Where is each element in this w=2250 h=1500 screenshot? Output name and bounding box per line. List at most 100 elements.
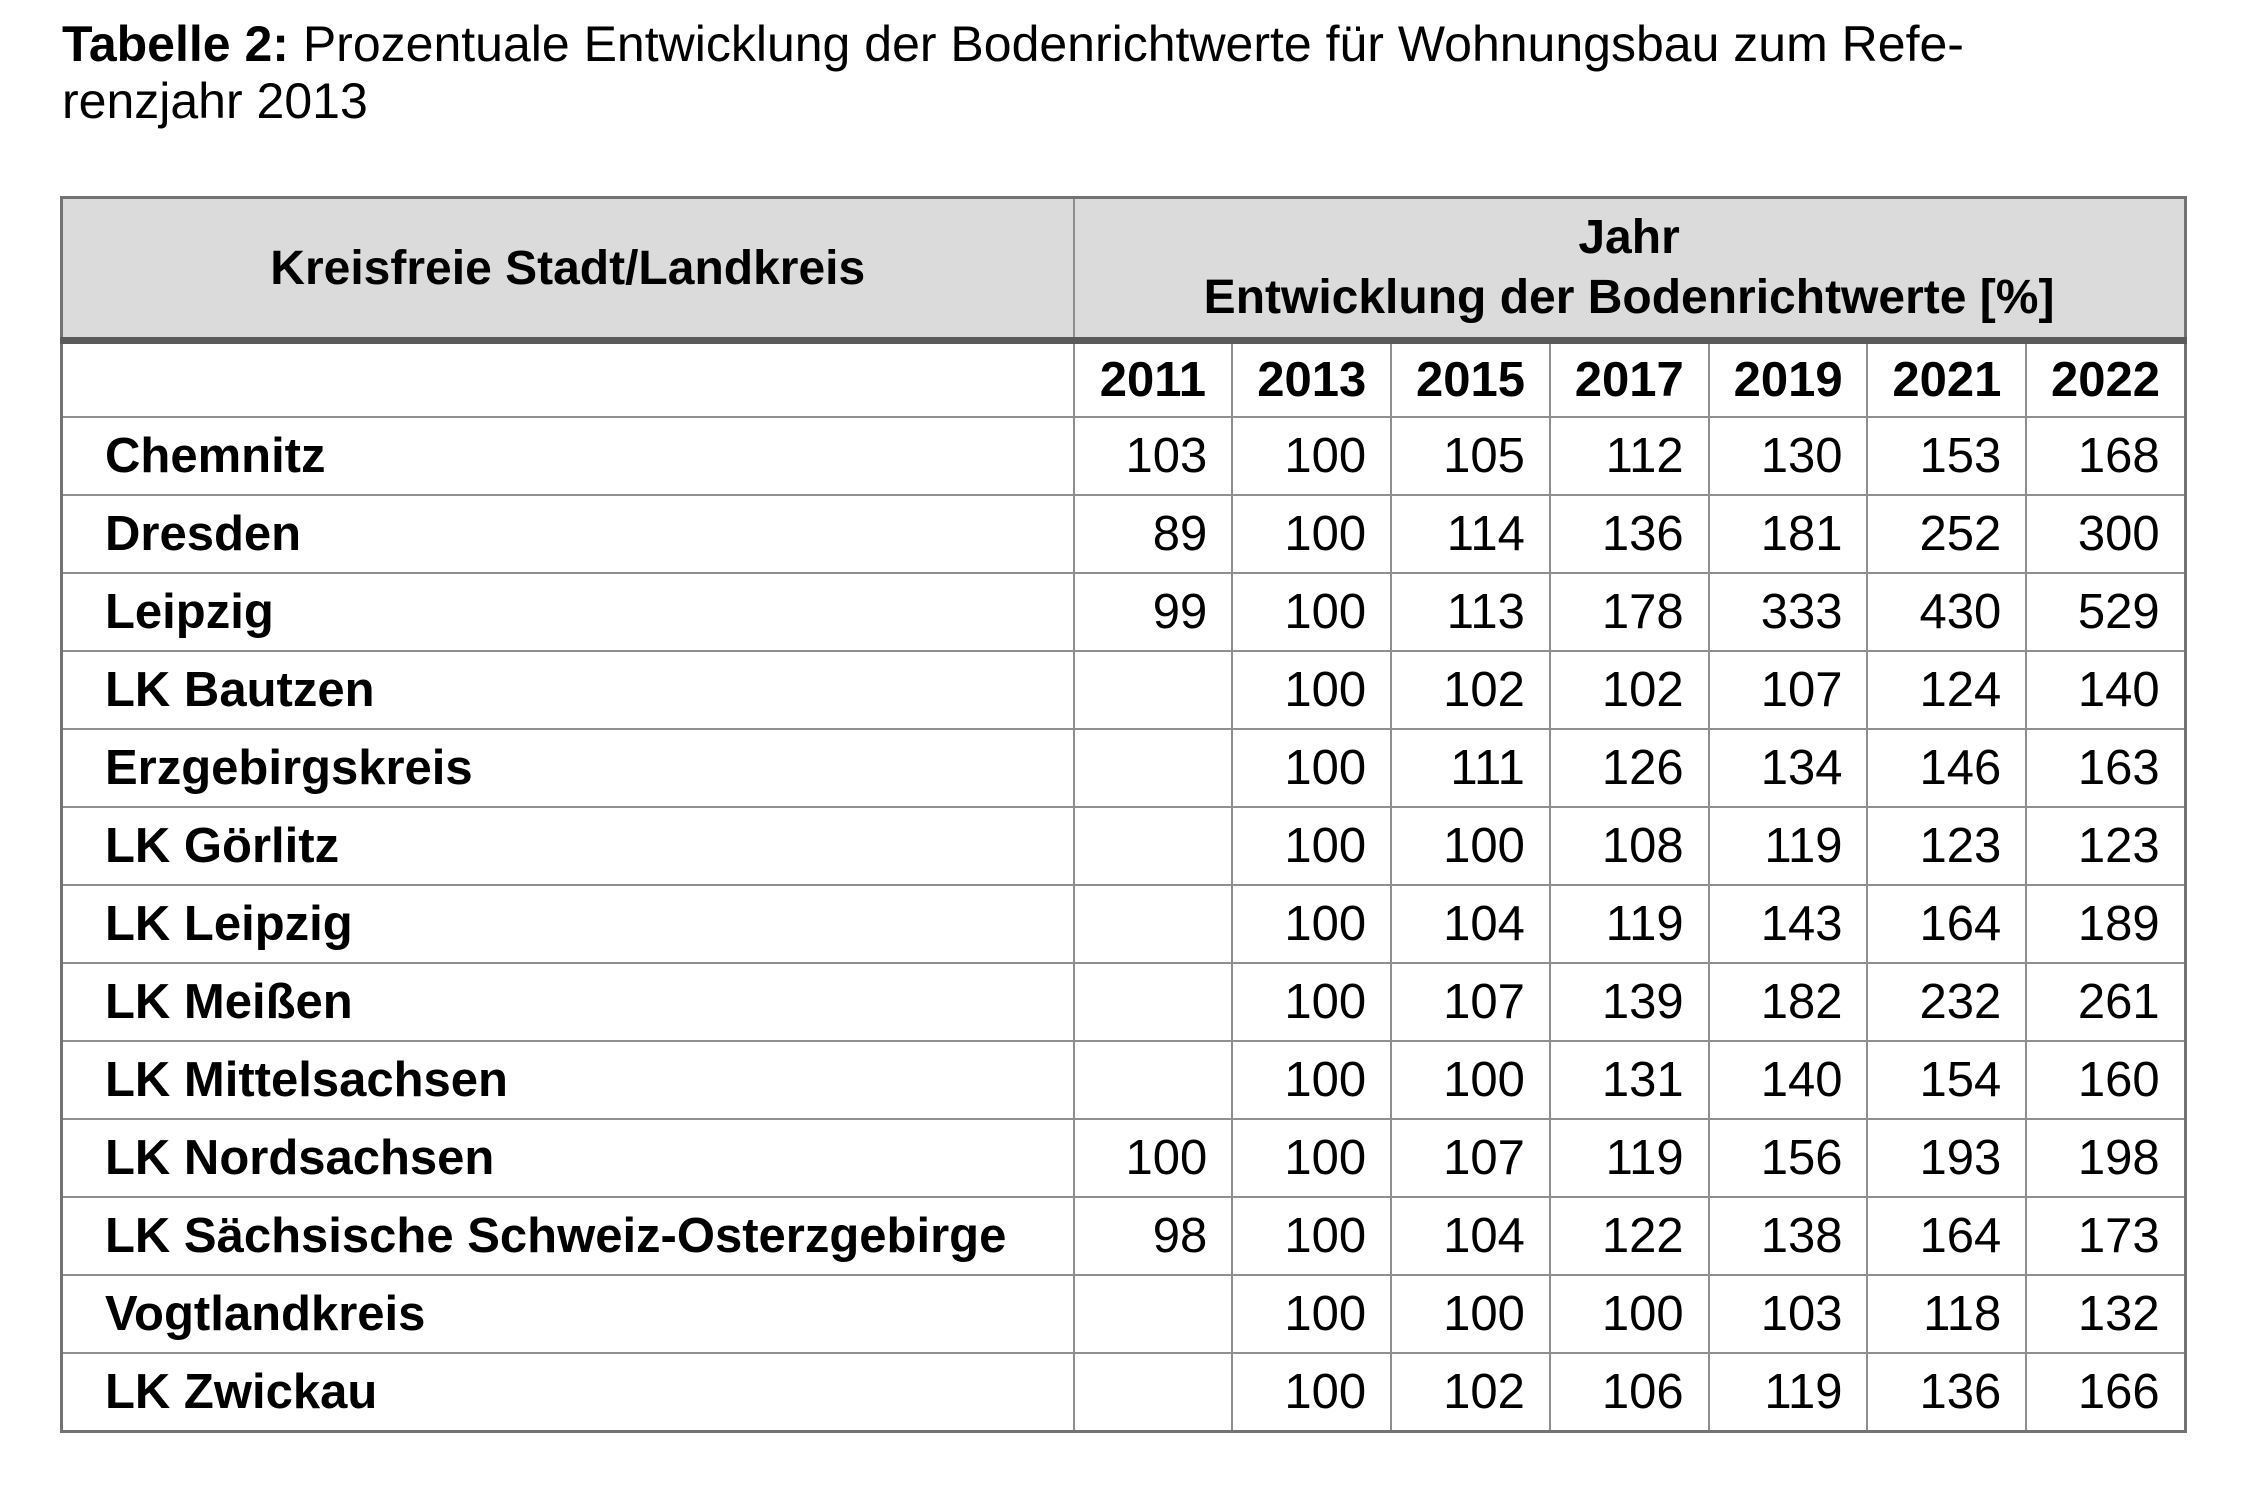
value-cell: 261 [2025,962,2187,1042]
value-cell: 182 [1707,962,1869,1042]
value-cell: 100 [1231,1274,1393,1354]
value-cell: 146 [1866,728,2028,808]
row-name: Vogtlandkreis [60,1274,1075,1354]
row-name: LK Leipzig [60,884,1075,964]
value-cell: 140 [1707,1040,1869,1120]
value-cell: 123 [2025,806,2187,886]
table-row: Leipzig 99 100 113 178 333 430 529 [60,572,2187,652]
value-cell: 100 [1231,1352,1393,1433]
column-header-jahr: Jahr Entwicklung der Bodenrichtwerte [%] [1072,196,2187,344]
value-cell: 100 [1548,1274,1710,1354]
column-header-region: Kreisfreie Stadt/Landkreis [60,196,1075,344]
value-cell: 111 [1390,728,1551,808]
table-row: LK Görlitz 100 100 108 119 123 123 [60,806,2187,886]
value-cell: 108 [1548,806,1710,886]
value-cell: 166 [2025,1352,2187,1433]
table-row: LK Nordsachsen 100 100 107 119 156 193 1… [60,1118,2187,1198]
value-cell [1072,884,1234,964]
value-cell [1072,962,1234,1042]
value-cell: 107 [1390,962,1551,1042]
value-cell: 126 [1548,728,1710,808]
row-name: LK Mittelsachsen [60,1040,1075,1120]
value-cell: 232 [1866,962,2028,1042]
jahr-header-line-2: Entwicklung der Bodenrichtwerte [%] [1203,271,2055,324]
table-row: Chemnitz 103 100 105 112 130 153 168 [60,416,2187,496]
value-cell: 105 [1390,416,1551,496]
value-cell: 113 [1390,572,1551,652]
value-cell: 100 [1072,1118,1234,1198]
value-cell: 106 [1548,1352,1710,1433]
year-header-2015: 2015 [1390,339,1551,418]
year-header-2022: 2022 [2025,339,2187,418]
table-row: LK Mittelsachsen 100 100 131 140 154 160 [60,1040,2187,1120]
value-cell: 139 [1548,962,1710,1042]
table-row: LK Meißen 100 107 139 182 232 261 [60,962,2187,1042]
value-cell: 173 [2025,1196,2187,1276]
value-cell: 100 [1231,650,1393,730]
value-cell: 153 [1866,416,2028,496]
value-cell [1072,806,1234,886]
value-cell: 138 [1707,1196,1869,1276]
value-cell: 107 [1390,1118,1551,1198]
year-header-2019: 2019 [1707,339,1869,418]
value-cell: 100 [1231,494,1393,574]
value-cell: 134 [1707,728,1869,808]
value-cell: 100 [1390,1040,1551,1120]
value-cell: 104 [1390,1196,1551,1276]
value-cell: 89 [1072,494,1234,574]
value-cell: 430 [1866,572,2028,652]
value-cell: 178 [1548,572,1710,652]
value-cell: 118 [1866,1274,2028,1354]
value-cell: 103 [1707,1274,1869,1354]
value-cell: 193 [1866,1118,2028,1198]
value-cell: 100 [1231,728,1393,808]
value-cell: 130 [1707,416,1869,496]
value-cell: 100 [1231,884,1393,964]
value-cell: 119 [1707,1352,1869,1433]
table-row: LK Leipzig 100 104 119 143 164 189 [60,884,2187,964]
value-cell: 102 [1390,1352,1551,1433]
value-cell [1072,650,1234,730]
caption-line-2: renzjahr 2013 [62,73,368,129]
value-cell: 104 [1390,884,1551,964]
row-name: Erzgebirgskreis [60,728,1075,808]
row-name: Chemnitz [60,416,1075,496]
row-name: LK Sächsische Schweiz-Osterzgebirge [60,1196,1075,1276]
row-name: LK Nordsachsen [60,1118,1075,1198]
value-cell [1072,1040,1234,1120]
table-header-row: Kreisfreie Stadt/Landkreis Jahr Entwickl… [60,196,2187,344]
value-cell: 168 [2025,416,2187,496]
row-name: LK Zwickau [60,1352,1075,1433]
year-header-empty-cell [60,339,1075,418]
value-cell: 164 [1866,884,2028,964]
value-cell: 100 [1231,572,1393,652]
value-cell: 143 [1707,884,1869,964]
row-name: Leipzig [60,572,1075,652]
value-cell: 252 [1866,494,2028,574]
table-row: Erzgebirgskreis 100 111 126 134 146 163 [60,728,2187,808]
caption-line-1: Tabelle 2: Prozentuale Entwicklung der B… [62,16,1964,73]
year-header-2011: 2011 [1072,339,1234,418]
value-cell: 112 [1548,416,1710,496]
value-cell: 100 [1231,962,1393,1042]
caption-text: Prozentuale Entwicklung der Bodenrichtwe… [288,16,1964,72]
value-cell [1072,1274,1234,1354]
table-row: Dresden 89 100 114 136 181 252 300 [60,494,2187,574]
row-name: Dresden [60,494,1075,574]
table-row: LK Sächsische Schweiz-Osterzgebirge 98 1… [60,1196,2187,1276]
row-name: LK Meißen [60,962,1075,1042]
value-cell: 98 [1072,1196,1234,1276]
value-cell: 119 [1707,806,1869,886]
jahr-header-line-1: Jahr [1578,211,1680,264]
value-cell: 164 [1866,1196,2028,1276]
value-cell: 131 [1548,1040,1710,1120]
table-row: Vogtlandkreis 100 100 100 103 118 132 [60,1274,2187,1354]
row-name: LK Bautzen [60,650,1075,730]
year-header-2013: 2013 [1231,339,1393,418]
year-header-2021: 2021 [1866,339,2028,418]
year-header-2017: 2017 [1548,339,1710,418]
value-cell: 102 [1390,650,1551,730]
table-row: LK Bautzen 100 102 102 107 124 140 [60,650,2187,730]
value-cell: 163 [2025,728,2187,808]
